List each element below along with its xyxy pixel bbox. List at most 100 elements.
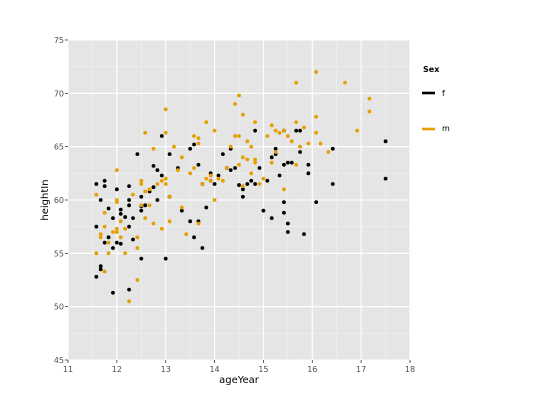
data-points bbox=[94, 70, 388, 304]
legend-key-f bbox=[420, 82, 437, 99]
point-m bbox=[282, 187, 286, 192]
point-f bbox=[269, 155, 274, 160]
point-f bbox=[233, 166, 237, 170]
point-f bbox=[298, 150, 302, 154]
point-f bbox=[127, 203, 131, 208]
point-m bbox=[294, 80, 299, 85]
point-f bbox=[151, 163, 156, 168]
point-m bbox=[269, 123, 274, 128]
point-m bbox=[253, 120, 258, 125]
point-m bbox=[102, 210, 107, 215]
point-f bbox=[285, 230, 290, 234]
point-m bbox=[241, 155, 245, 160]
y-tick-label: 60 bbox=[54, 196, 64, 205]
legend-label-m: m bbox=[442, 124, 450, 133]
point-f bbox=[179, 208, 184, 213]
point-m bbox=[102, 269, 107, 274]
point-m bbox=[253, 160, 258, 165]
point-f bbox=[261, 208, 266, 213]
point-f bbox=[159, 134, 164, 138]
point-m bbox=[273, 150, 278, 154]
point-f bbox=[282, 200, 286, 205]
point-m bbox=[123, 226, 128, 231]
point-m bbox=[314, 114, 319, 119]
y-axis-ticks: 45 50 55 60 65 70 75 bbox=[54, 36, 68, 365]
point-m bbox=[306, 141, 311, 146]
point-f bbox=[94, 274, 99, 279]
point-f bbox=[167, 152, 172, 157]
point-m bbox=[176, 168, 180, 173]
point-m bbox=[151, 146, 156, 151]
point-m bbox=[147, 187, 152, 192]
point-f bbox=[282, 162, 286, 167]
point-m bbox=[188, 171, 193, 176]
point-m bbox=[355, 128, 360, 133]
point-m bbox=[282, 128, 286, 133]
point-f bbox=[330, 146, 335, 151]
point-f bbox=[253, 128, 258, 133]
point-m bbox=[237, 162, 241, 167]
point-m bbox=[204, 120, 209, 125]
point-m bbox=[143, 130, 148, 135]
point-f bbox=[151, 185, 156, 190]
point-m bbox=[155, 182, 160, 186]
point-m bbox=[367, 109, 372, 114]
point-f bbox=[237, 183, 241, 187]
point-m bbox=[94, 251, 99, 256]
point-f bbox=[155, 168, 160, 173]
point-f bbox=[118, 241, 123, 246]
point-m bbox=[151, 221, 156, 226]
point-m bbox=[318, 141, 323, 146]
point-m bbox=[245, 139, 250, 144]
point-m bbox=[298, 144, 302, 149]
point-m bbox=[111, 230, 115, 234]
point-f bbox=[188, 219, 193, 224]
x-tick-label: 15 bbox=[258, 365, 268, 374]
point-m bbox=[163, 176, 168, 181]
x-tick-label: 18 bbox=[405, 365, 415, 374]
point-m bbox=[237, 93, 241, 98]
point-f bbox=[163, 256, 168, 261]
point-f bbox=[111, 246, 115, 250]
point-m bbox=[118, 219, 123, 224]
point-m bbox=[118, 235, 123, 240]
point-m bbox=[289, 139, 294, 144]
point-m bbox=[179, 155, 184, 160]
point-m bbox=[123, 251, 128, 256]
point-f bbox=[188, 146, 193, 151]
point-f bbox=[127, 224, 131, 229]
point-f bbox=[216, 173, 221, 178]
point-m bbox=[114, 230, 119, 234]
point-f bbox=[253, 182, 258, 186]
point-m bbox=[94, 192, 99, 197]
point-f bbox=[139, 208, 144, 213]
point-f bbox=[306, 171, 311, 176]
point-m bbox=[106, 251, 111, 256]
point-f bbox=[94, 182, 99, 186]
x-axis-ticks: 11 12 13 14 15 16 17 18 bbox=[63, 360, 415, 374]
point-f bbox=[277, 173, 282, 178]
point-m bbox=[139, 178, 144, 183]
point-m bbox=[196, 136, 201, 141]
point-m bbox=[265, 134, 270, 138]
point-m bbox=[269, 160, 274, 165]
point-m bbox=[192, 134, 196, 138]
point-m bbox=[106, 240, 111, 245]
point-m bbox=[172, 144, 176, 149]
point-m bbox=[163, 130, 168, 135]
point-m bbox=[249, 144, 254, 149]
point-m bbox=[204, 176, 209, 181]
point-f bbox=[302, 232, 306, 237]
point-f bbox=[245, 182, 250, 186]
point-m bbox=[257, 182, 262, 186]
point-f bbox=[159, 173, 164, 178]
x-tick-label: 13 bbox=[161, 365, 171, 374]
point-m bbox=[192, 166, 196, 170]
x-tick-label: 12 bbox=[112, 365, 122, 374]
point-f bbox=[127, 184, 131, 189]
point-f bbox=[94, 224, 99, 229]
point-f bbox=[204, 205, 209, 210]
point-m bbox=[261, 176, 266, 181]
point-m bbox=[212, 198, 217, 202]
point-f bbox=[127, 198, 131, 202]
